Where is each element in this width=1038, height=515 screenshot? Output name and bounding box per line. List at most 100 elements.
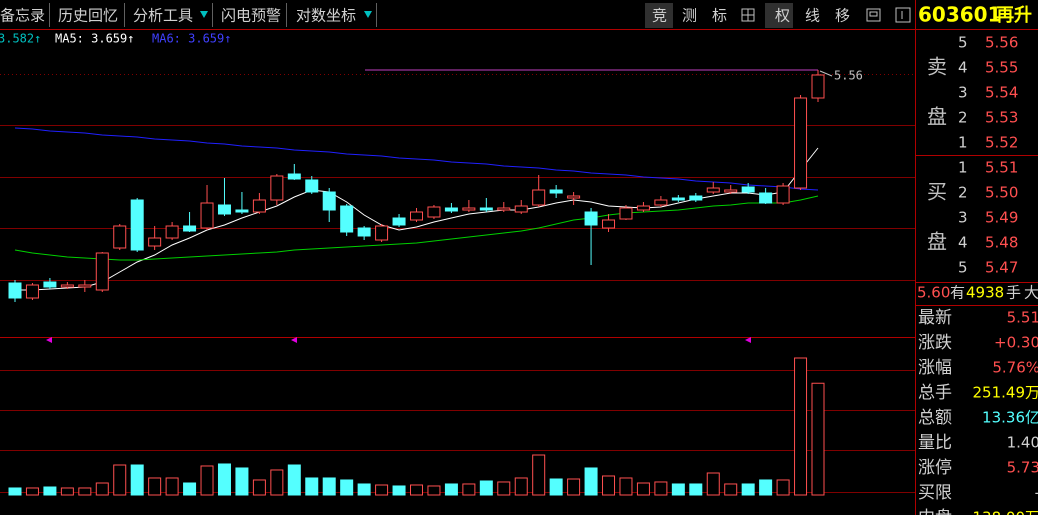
candle-body — [462, 207, 476, 211]
candle-body — [200, 202, 214, 229]
ma-line — [14, 127, 819, 191]
toolbar-button[interactable]: 历史回忆 — [58, 7, 118, 25]
volume-bar — [183, 482, 197, 496]
volume-bar — [322, 477, 336, 496]
candle-body — [602, 219, 616, 229]
book-level: 4 — [958, 234, 968, 252]
volume-bar — [113, 464, 127, 496]
book-level: 2 — [958, 184, 968, 202]
trade-unit: 手 — [1006, 284, 1021, 302]
candle-body — [654, 199, 668, 206]
book-price: 5.49 — [985, 209, 1018, 227]
book-side-label: 卖 — [927, 55, 947, 79]
toolbar-button[interactable]: 移 — [835, 7, 850, 25]
candle-body — [689, 195, 703, 201]
volume-bar — [549, 478, 563, 496]
volume-bar — [270, 469, 284, 496]
dropdown-icon[interactable] — [200, 11, 208, 18]
volume-bar — [252, 479, 266, 496]
toolbar-button[interactable]: 标 — [712, 7, 727, 25]
book-price: 5.53 — [985, 109, 1018, 127]
trade-volume: 4938 — [966, 284, 1004, 302]
candle-body — [322, 191, 336, 211]
candle-body — [217, 204, 231, 215]
volume-bar — [776, 479, 790, 496]
stat-value: 251.49万 — [973, 384, 1038, 402]
volume-bar — [60, 487, 74, 496]
volume-bar — [654, 481, 668, 496]
toolbar-button[interactable]: 闪电预警 — [221, 7, 281, 25]
volume-bar — [497, 481, 511, 496]
book-price: 5.51 — [985, 159, 1018, 177]
candle-body — [514, 205, 528, 213]
toolbar-button[interactable]: 权 — [775, 7, 790, 25]
volume-bar — [584, 467, 598, 496]
candle-body — [532, 189, 546, 206]
volume-bar — [217, 463, 231, 496]
toolbar-icons[interactable] — [741, 7, 911, 23]
markers — [46, 337, 751, 343]
stat-value: 1.40 — [1007, 434, 1038, 452]
candle-body — [78, 284, 92, 288]
candle-body — [811, 74, 825, 99]
volume-bar — [636, 482, 650, 496]
candle-body — [305, 179, 319, 193]
volume-bar — [794, 357, 808, 496]
toolbar-button[interactable]: 线 — [805, 7, 820, 25]
stock-name: 再升 — [996, 5, 1032, 26]
candle-body — [410, 211, 423, 221]
book-price: 5.56 — [985, 34, 1018, 52]
toolbar-button[interactable]: 对数坐标 — [296, 7, 356, 25]
toolbar-button[interactable]: 竞 — [652, 7, 667, 25]
stat-value: +0.30 — [994, 334, 1038, 352]
dropdown-icon[interactable] — [364, 11, 372, 18]
volume-bar — [392, 485, 406, 496]
volume-bar — [602, 475, 616, 496]
volume-bar — [427, 485, 441, 496]
volume-bar — [43, 486, 57, 496]
candle-body — [43, 281, 57, 288]
volume-bar — [200, 465, 214, 496]
volume-bar — [410, 484, 423, 496]
candle-body — [8, 282, 22, 299]
stat-label: 最新 — [918, 308, 952, 328]
book-price: 5.48 — [985, 234, 1018, 252]
volume-bar — [340, 479, 354, 496]
volume-bar — [567, 478, 581, 496]
volume-bar — [759, 479, 773, 496]
ma-legend: MA6: 3.659↑ — [152, 32, 231, 46]
candle-body — [776, 185, 790, 204]
book-price: 5.52 — [985, 134, 1018, 152]
book-side-label: 盘 — [927, 230, 947, 254]
book-price: 5.50 — [985, 184, 1018, 202]
stat-label: 涨停 — [918, 458, 952, 478]
high-marker-label: 5.56 — [834, 69, 863, 83]
volume-bar — [375, 484, 389, 496]
candle-body — [95, 252, 109, 291]
stat-value: 13.36亿 — [982, 409, 1038, 427]
candle-body — [636, 205, 650, 211]
toolbar-button[interactable]: 分析工具 — [133, 7, 193, 25]
stat-value: 5.51 — [1007, 309, 1038, 327]
stat-label: 涨跌 — [918, 333, 952, 353]
candle-body — [392, 217, 406, 226]
candle-body — [165, 225, 179, 239]
candle-body — [25, 284, 39, 299]
stat-label: 买限 — [918, 483, 952, 503]
button-active[interactable] — [765, 3, 793, 28]
stat-value: 138.00万 — [973, 509, 1038, 515]
button-active[interactable] — [645, 3, 673, 28]
volume-bar — [811, 382, 825, 496]
stat-label: 内盘 — [918, 508, 952, 515]
book-price: 5.54 — [985, 84, 1018, 102]
candle-body — [270, 175, 284, 201]
candle-body — [235, 209, 249, 213]
toolbar-button[interactable]: 备忘录 — [0, 7, 45, 25]
candle-body — [357, 227, 371, 237]
ma-line — [15, 147, 819, 291]
candle-body — [148, 237, 162, 247]
toolbar-button[interactable]: 测 — [682, 7, 697, 25]
candle-body — [427, 206, 441, 218]
